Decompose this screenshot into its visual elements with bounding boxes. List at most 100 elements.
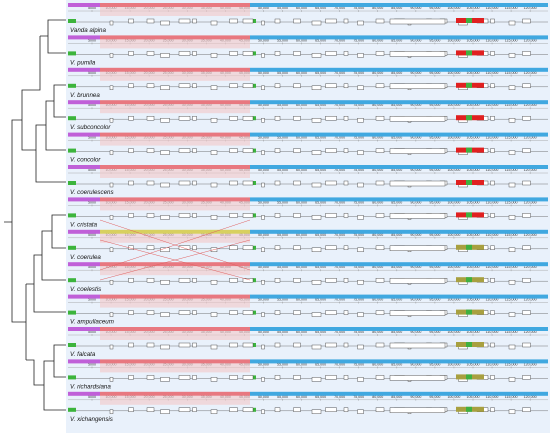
gene-block — [210, 409, 218, 414]
ruler-label: 85,000 — [391, 136, 402, 140]
ruler-label: 85,000 — [391, 168, 402, 172]
block-band — [100, 294, 250, 299]
gene-block — [242, 310, 254, 315]
species-label: V. falcata — [70, 351, 96, 358]
ruler-label: 105,000 — [467, 362, 480, 366]
gene-block — [146, 148, 155, 153]
gene-block — [311, 377, 322, 382]
ruler-label: 75,000 — [353, 136, 364, 140]
ruler-label: 115,000 — [505, 362, 518, 366]
ruler-label: 105,000 — [467, 265, 480, 269]
gene-block — [293, 342, 301, 348]
ruler-label: 50,000 — [258, 233, 269, 237]
ruler-label: 95,000 — [429, 103, 440, 107]
gene-block — [242, 148, 254, 153]
gene-block — [375, 180, 385, 186]
gene-block — [261, 312, 265, 317]
gene-block — [109, 20, 114, 26]
ruler-label: 115,000 — [505, 330, 518, 334]
gene-block — [261, 182, 265, 188]
gene-block — [178, 375, 191, 380]
ruler-label: 50,000 — [258, 103, 269, 107]
ruler-label: 75,000 — [353, 38, 364, 42]
gene-block — [178, 18, 191, 24]
ruler-label: 60,000 — [296, 6, 307, 10]
gene-block — [160, 85, 170, 91]
ruler-label: 85,000 — [391, 298, 402, 302]
ruler-label: 90,000 — [410, 265, 421, 269]
gene-block — [343, 51, 349, 56]
ruler-label: 95,000 — [429, 71, 440, 75]
gene-block — [210, 20, 218, 26]
ruler-label: 90,000 — [410, 395, 421, 399]
block-shade — [100, 395, 250, 405]
gene-block — [109, 215, 114, 220]
gene-block — [490, 180, 495, 186]
gene-block — [242, 213, 254, 218]
gene-block — [389, 51, 446, 57]
block-band — [100, 359, 250, 364]
gene-block — [490, 278, 495, 283]
ruler-label: 65,000 — [315, 200, 326, 204]
ruler-label: 100,000 — [447, 103, 460, 107]
ruler-label: 60,000 — [296, 330, 307, 334]
gene-block — [128, 213, 134, 218]
phylogenetic-tree — [4, 19, 66, 411]
gene-block — [109, 182, 114, 188]
gene-block — [508, 85, 516, 91]
ruler-label: 110,000 — [486, 395, 499, 399]
gene-block — [293, 180, 301, 186]
ruler-label: 5000 — [88, 362, 96, 366]
ruler-label: 95,000 — [429, 330, 440, 334]
gene-block — [146, 375, 155, 380]
gene-block — [325, 278, 337, 283]
ruler-label: 100,000 — [447, 330, 460, 334]
ruler-label: 90,000 — [410, 38, 421, 42]
gene-block — [466, 277, 472, 283]
ruler-label: 90,000 — [410, 136, 421, 140]
ruler-label: 120,000 — [524, 362, 537, 366]
gene-block — [522, 342, 531, 348]
block-band — [250, 262, 548, 267]
ruler-label: 110,000 — [486, 362, 499, 366]
ruler-label: 60,000 — [296, 233, 307, 237]
ruler-label: 115,000 — [505, 200, 518, 204]
gene-block — [311, 280, 322, 285]
ruler-label: 95,000 — [429, 395, 440, 399]
block-band — [100, 197, 250, 202]
gene-block — [192, 180, 197, 186]
species-label: V. coelestis — [70, 286, 101, 293]
gene-block — [128, 180, 134, 186]
ruler-label: 70,000 — [334, 362, 345, 366]
block-band — [100, 391, 250, 396]
ruler-label: 120,000 — [524, 6, 537, 10]
gene-block — [68, 148, 76, 153]
gene-block — [343, 115, 349, 121]
species-label: Vanda alpina — [70, 27, 106, 34]
gene-block — [375, 148, 385, 153]
ruler-label: 60,000 — [296, 395, 307, 399]
gene-block — [178, 83, 191, 89]
ruler-label: 60,000 — [296, 200, 307, 204]
gene-block — [68, 19, 76, 23]
gene-block — [389, 342, 446, 349]
gene-block — [274, 51, 281, 56]
gene-block — [389, 148, 446, 154]
block-band — [250, 294, 548, 299]
gene-block — [522, 245, 531, 251]
gene-block — [109, 117, 114, 123]
gene-block — [160, 117, 170, 123]
block-band — [250, 132, 548, 137]
ruler-label: 95,000 — [429, 168, 440, 172]
ruler-label: 105,000 — [467, 330, 480, 334]
block-band — [68, 197, 100, 202]
ruler-label: 110,000 — [486, 103, 499, 107]
gene-block — [68, 116, 76, 121]
gene-block — [311, 182, 322, 188]
gene-block — [68, 343, 76, 347]
ruler-label: 5000 — [88, 6, 96, 10]
gene-block — [242, 51, 254, 56]
ruler-label: 90,000 — [410, 6, 421, 10]
ruler-label: 105,000 — [467, 395, 480, 399]
ruler-label: 70,000 — [334, 103, 345, 107]
